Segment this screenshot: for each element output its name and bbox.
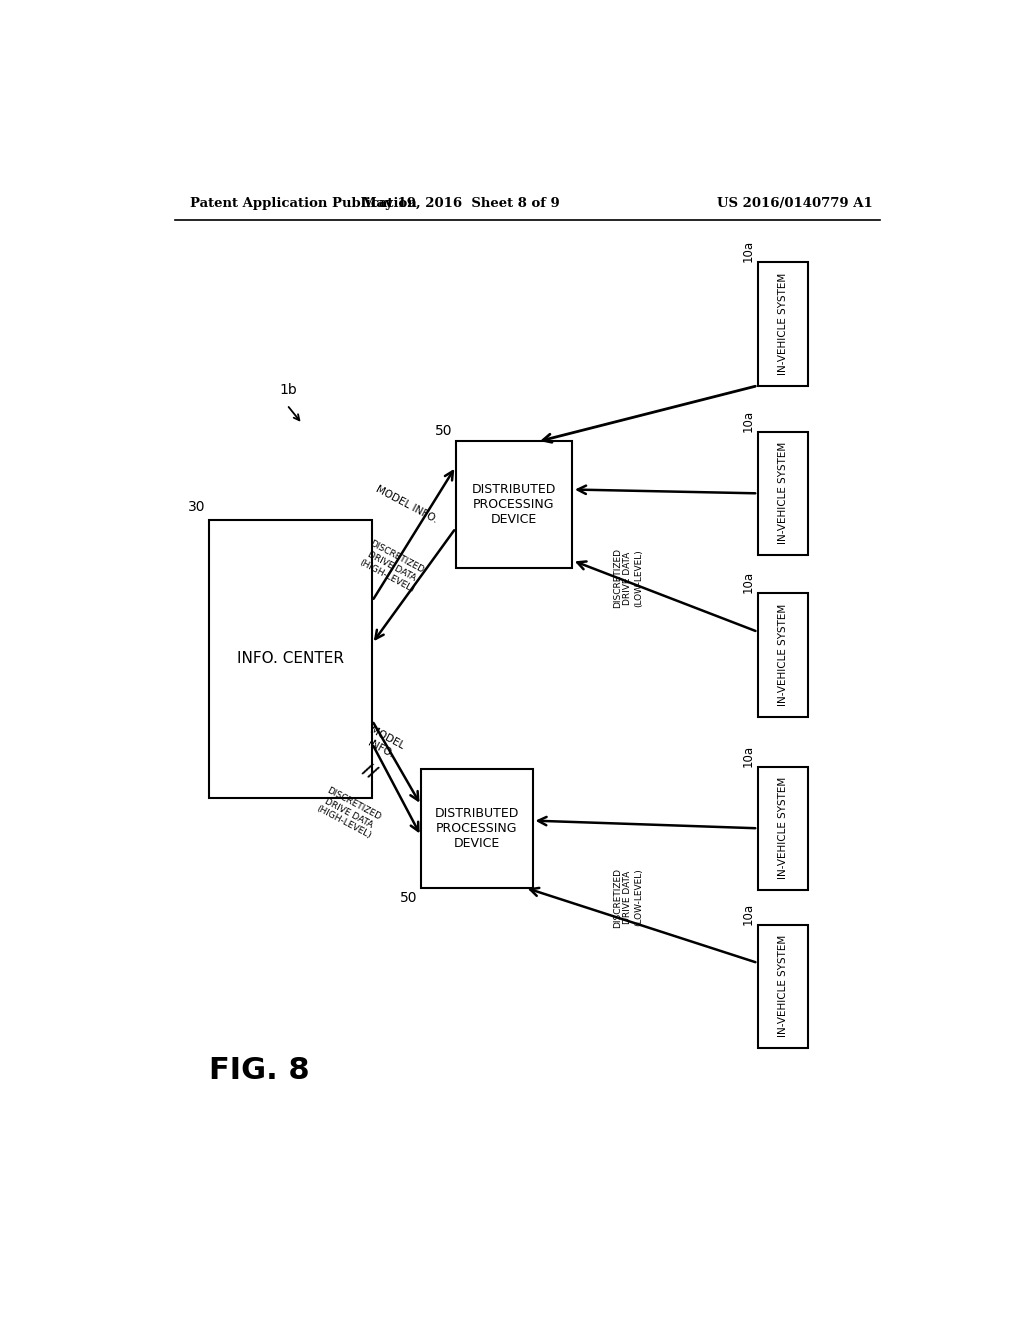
Text: US 2016/0140779 A1: US 2016/0140779 A1: [717, 197, 872, 210]
Text: 10a: 10a: [742, 903, 755, 924]
Text: MODEL
INFO.: MODEL INFO.: [362, 725, 406, 762]
Text: 10a: 10a: [742, 572, 755, 594]
Text: May 19, 2016  Sheet 8 of 9: May 19, 2016 Sheet 8 of 9: [362, 197, 560, 210]
Bar: [209, 520, 372, 797]
Text: DISCRETIZED
DRIVE DATA
(HIGH-LEVEL): DISCRETIZED DRIVE DATA (HIGH-LEVEL): [357, 539, 425, 594]
Text: IN-VEHICLE SYSTEM: IN-VEHICLE SYSTEM: [778, 777, 787, 879]
Text: 50: 50: [435, 424, 453, 438]
Text: INFO. CENTER: INFO. CENTER: [238, 651, 344, 667]
Text: MODEL INFO.: MODEL INFO.: [375, 484, 439, 525]
Text: 1b: 1b: [280, 383, 298, 397]
Text: DISCRETIZED
DRIVE DATA
(HIGH-LEVEL): DISCRETIZED DRIVE DATA (HIGH-LEVEL): [315, 785, 383, 841]
Bar: [758, 924, 808, 1048]
Text: //: //: [359, 759, 380, 781]
Text: DISCRETIZED
DRIVE DATA
(LOW-LEVEL): DISCRETIZED DRIVE DATA (LOW-LEVEL): [613, 548, 643, 609]
Bar: [758, 432, 808, 554]
Text: FIG. 8: FIG. 8: [209, 1056, 310, 1085]
Bar: [421, 768, 532, 888]
Bar: [758, 263, 808, 385]
Bar: [758, 594, 808, 717]
Text: 10a: 10a: [742, 409, 755, 432]
Text: DISTRIBUTED
PROCESSING
DEVICE: DISTRIBUTED PROCESSING DEVICE: [472, 483, 556, 527]
Text: 10a: 10a: [742, 240, 755, 263]
Text: IN-VEHICLE SYSTEM: IN-VEHICLE SYSTEM: [778, 442, 787, 544]
Text: DISTRIBUTED
PROCESSING
DEVICE: DISTRIBUTED PROCESSING DEVICE: [434, 807, 519, 850]
Bar: [456, 441, 572, 569]
Bar: [758, 767, 808, 890]
Text: 50: 50: [400, 891, 418, 906]
Text: Patent Application Publication: Patent Application Publication: [190, 197, 417, 210]
Text: 10a: 10a: [742, 744, 755, 767]
Text: DISCRETIZED
DRIVE DATA
(LOW-LEVEL): DISCRETIZED DRIVE DATA (LOW-LEVEL): [613, 867, 643, 928]
Text: IN-VEHICLE SYSTEM: IN-VEHICLE SYSTEM: [778, 605, 787, 706]
Text: IN-VEHICLE SYSTEM: IN-VEHICLE SYSTEM: [778, 935, 787, 1038]
Text: 30: 30: [188, 500, 206, 515]
Text: IN-VEHICLE SYSTEM: IN-VEHICLE SYSTEM: [778, 273, 787, 375]
